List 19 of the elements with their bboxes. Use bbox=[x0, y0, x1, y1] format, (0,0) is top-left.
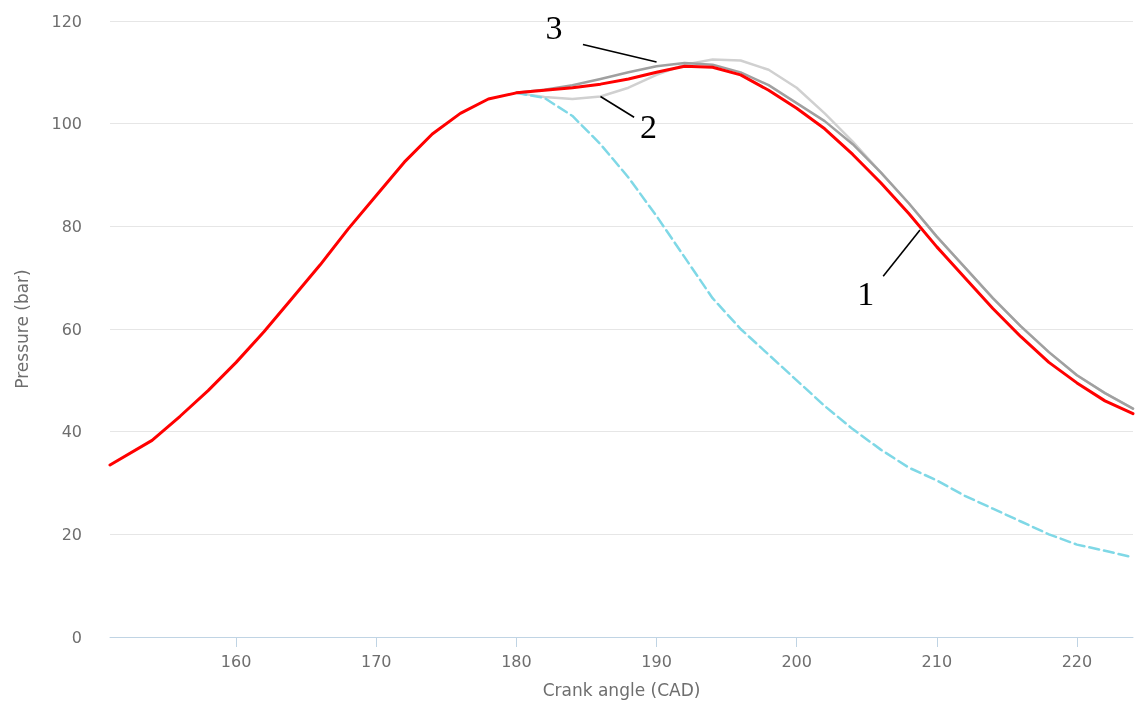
y-tick-label: 100 bbox=[51, 114, 82, 134]
y-tick-label: 20 bbox=[61, 524, 82, 544]
x-tick-label: 180 bbox=[501, 651, 532, 671]
y-tick-label: 40 bbox=[61, 422, 82, 442]
x-tick-label: 170 bbox=[360, 651, 392, 671]
x-tick-label: 160 bbox=[220, 651, 252, 671]
y-tick-label: 60 bbox=[61, 319, 82, 339]
x-tick-label: 200 bbox=[781, 651, 812, 671]
x-tick-label: 190 bbox=[641, 651, 672, 671]
annotation: 3 bbox=[545, 8, 563, 46]
y-axis-title: Pressure (bar) bbox=[11, 269, 32, 389]
annotation: 1 bbox=[857, 274, 875, 312]
x-axis-title: Crank angle (CAD) bbox=[542, 679, 701, 700]
y-tick-label: 80 bbox=[61, 216, 82, 236]
x-tick-label: 220 bbox=[1061, 651, 1093, 671]
y-tick-label: 120 bbox=[51, 11, 82, 31]
annotation: 2 bbox=[640, 107, 658, 145]
y-tick-label: 0 bbox=[71, 627, 82, 647]
x-tick-label: 210 bbox=[921, 651, 953, 671]
